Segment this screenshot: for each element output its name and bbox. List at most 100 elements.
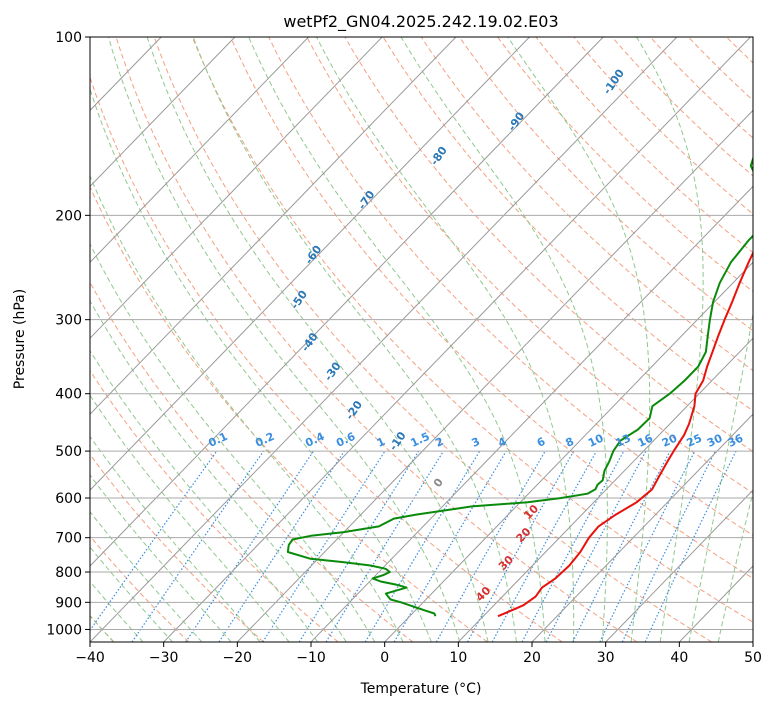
mixing-ratio-label: 8 bbox=[563, 435, 575, 450]
isotherm bbox=[90, 37, 236, 188]
x-tick-label: −30 bbox=[149, 650, 179, 666]
dry-adiabat bbox=[344, 37, 753, 453]
dry-adiabat bbox=[230, 37, 753, 579]
y-tick-label: 900 bbox=[55, 595, 82, 611]
moist-adiabat bbox=[146, 37, 489, 642]
y-tick-label: 700 bbox=[55, 531, 82, 547]
mixing-ratio-line bbox=[644, 450, 737, 642]
isotherm bbox=[384, 261, 753, 642]
moist-adiabat bbox=[108, 37, 461, 642]
mixing-ratio-label: 16 bbox=[636, 431, 656, 449]
x-tick-label: 10 bbox=[449, 650, 467, 666]
mixing-ratio-line bbox=[185, 450, 314, 642]
moist-adiabat bbox=[90, 435, 261, 642]
dry-adiabat bbox=[649, 37, 753, 139]
mixing-ratio-line bbox=[325, 450, 445, 642]
mixing-ratio-label: 3 bbox=[469, 435, 481, 450]
mixing-ratio-label: 0.1 bbox=[206, 430, 229, 450]
isotherm bbox=[90, 37, 604, 567]
dry-adiabat bbox=[497, 37, 753, 293]
dry-adiabat bbox=[726, 37, 753, 64]
mixing-ratio-line bbox=[491, 450, 597, 642]
temperature-profile-line bbox=[497, 250, 753, 618]
axes: −40 −30 −20 −10 0 10 20 30 40 5010020030040050060… bbox=[46, 30, 762, 666]
moist-adiabat bbox=[90, 474, 232, 642]
x-tick-label: 40 bbox=[670, 650, 688, 666]
moist-adiabat-label: -20 bbox=[343, 398, 365, 422]
y-tick-label: 400 bbox=[55, 387, 82, 403]
isotherm bbox=[90, 37, 309, 263]
mixing-ratio-line bbox=[621, 450, 716, 642]
mixing-ratio-line bbox=[262, 450, 386, 642]
x-axis-label: Temperature (°C) bbox=[360, 681, 482, 697]
mixing-ratio-line bbox=[364, 450, 481, 642]
x-tick-label: 50 bbox=[744, 650, 762, 666]
x-tick-label: −10 bbox=[296, 650, 326, 666]
dry-adiabat bbox=[765, 37, 775, 642]
moist-adiabat-label: -80 bbox=[428, 144, 450, 168]
moist-adiabat-label: -70 bbox=[355, 188, 377, 212]
mixing-ratio-label: 36 bbox=[726, 431, 746, 449]
moist-adiabat bbox=[90, 349, 319, 642]
mixing-ratio-label: 6 bbox=[535, 435, 548, 450]
moist-adiabat-label: -10 bbox=[387, 429, 409, 453]
isotherm bbox=[605, 489, 753, 642]
moist-adiabat bbox=[90, 546, 173, 642]
moist-adiabat bbox=[90, 242, 376, 642]
isotherm bbox=[457, 337, 753, 642]
mixing-ratio-line bbox=[466, 450, 575, 642]
isotherm bbox=[90, 37, 383, 339]
dry-adiabat-label: 40 bbox=[473, 584, 493, 604]
moist-adiabat bbox=[688, 310, 753, 642]
moist-adiabat bbox=[90, 580, 144, 642]
y-tick-label: 600 bbox=[55, 491, 82, 507]
plot-frame bbox=[89, 36, 754, 643]
mixing-ratio-label: 0.6 bbox=[334, 430, 357, 450]
dry-adiabat bbox=[191, 37, 753, 623]
dry-adiabat bbox=[90, 75, 563, 642]
mixing-ratio-label: 1 bbox=[375, 435, 387, 450]
moist-adiabat bbox=[192, 37, 517, 642]
mixing-ratio-line bbox=[298, 450, 420, 642]
dry-adiabat bbox=[90, 281, 414, 642]
dry-adiabat bbox=[306, 37, 753, 494]
moist-adiabat bbox=[400, 37, 608, 642]
isotherm bbox=[90, 37, 678, 642]
dry-adiabat bbox=[90, 185, 488, 642]
moist-adiabat-label: -90 bbox=[505, 109, 527, 133]
moist-adiabat bbox=[90, 394, 290, 642]
dry-adiabat-label: 10 bbox=[521, 502, 541, 522]
y-tick-label: 300 bbox=[55, 313, 82, 329]
dry-adiabat bbox=[115, 37, 638, 642]
dry-adiabat bbox=[420, 37, 753, 372]
background-lines bbox=[90, 37, 775, 642]
moist-adiabat-label: 0 bbox=[431, 476, 446, 490]
chart-title: wetPf2_GN04.2025.242.19.02.E03 bbox=[283, 12, 558, 32]
y-tick-label: 1000 bbox=[46, 622, 82, 638]
moist-adiabat bbox=[316, 37, 575, 642]
y-tick-label: 800 bbox=[55, 565, 82, 581]
mixing-ratio-line bbox=[599, 450, 696, 642]
isotherm bbox=[752, 641, 753, 642]
y-tick-label: 500 bbox=[55, 444, 82, 460]
y-axis-label: Pressure (hPa) bbox=[12, 289, 28, 389]
moist-adiabat bbox=[507, 37, 651, 642]
mixing-ratio-label: 0.4 bbox=[303, 430, 326, 450]
mixing-ratio-label: 2 bbox=[433, 435, 445, 450]
x-tick-label: 0 bbox=[380, 650, 389, 666]
isotherm bbox=[236, 109, 753, 642]
mixing-ratio-label: 13 bbox=[614, 432, 633, 450]
moist-adiabat bbox=[90, 299, 347, 642]
mixing-ratio-line bbox=[545, 450, 647, 642]
moist-adiabat bbox=[90, 87, 432, 642]
dry-adiabat-label: 30 bbox=[496, 553, 516, 573]
mixing-ratio-label: 10 bbox=[586, 431, 606, 449]
mixing-ratio-line bbox=[435, 450, 546, 642]
moist-adiabat-label: -30 bbox=[322, 359, 344, 383]
moist-adiabat-label: -60 bbox=[302, 243, 324, 267]
moist-adiabat-label: -50 bbox=[288, 288, 310, 312]
mixing-ratio-label: 1.5 bbox=[408, 430, 431, 450]
isobar-isotherm-grid bbox=[90, 37, 753, 642]
dry-adiabat bbox=[90, 535, 190, 642]
